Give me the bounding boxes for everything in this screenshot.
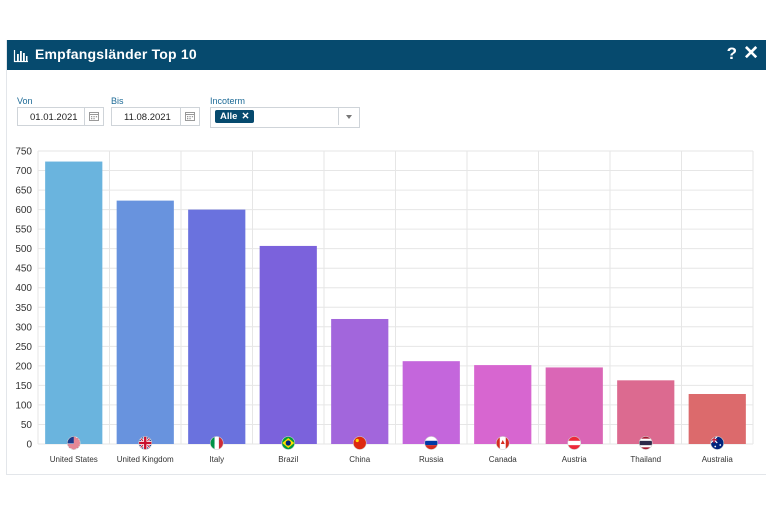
bar[interactable] [188, 209, 246, 444]
it-flag-icon [209, 436, 224, 450]
cn-flag-icon [352, 436, 367, 450]
calendar-icon [89, 112, 99, 121]
x-tick-label: Austria [562, 455, 587, 464]
y-tick-label: 400 [15, 283, 32, 294]
to-date-picker-button[interactable] [180, 108, 199, 125]
from-date-field[interactable]: 01.01.2021 [17, 107, 104, 126]
bar[interactable] [45, 161, 103, 444]
us-flag-icon [66, 436, 81, 450]
y-tick-label: 600 [15, 205, 32, 216]
y-tick-label: 450 [15, 264, 32, 275]
y-tick-label: 0 [26, 440, 32, 451]
bar-chart-icon [13, 50, 28, 63]
widget-title: Empfangsländer Top 10 [35, 46, 197, 62]
y-tick-label: 100 [15, 400, 32, 411]
br-flag-icon [281, 436, 296, 450]
bar[interactable] [688, 393, 746, 444]
y-tick-label: 700 [15, 166, 32, 177]
bar[interactable] [545, 367, 603, 444]
incoterm-chip[interactable]: Alle ✕ [215, 110, 255, 123]
title-bar: Empfangsländer Top 10 ? ✕ [7, 40, 766, 70]
y-tick-label: 750 [15, 147, 32, 158]
ru-flag-icon [424, 436, 439, 450]
th-flag-icon [638, 436, 653, 450]
bar[interactable] [617, 380, 675, 444]
incoterm-chip-label: Alle [220, 111, 238, 122]
y-tick-label: 150 [15, 381, 32, 392]
bar[interactable] [331, 318, 389, 444]
ca-flag-icon [495, 436, 510, 450]
x-tick-label: Australia [702, 455, 734, 464]
at-flag-icon [567, 436, 582, 450]
x-tick-label: United States [50, 455, 98, 464]
y-tick-label: 200 [15, 361, 32, 372]
help-button[interactable]: ? [726, 44, 737, 63]
widget-panel: Empfangsländer Top 10 ? ✕ Von 01.01.2021… [6, 40, 766, 475]
au-flag-icon [710, 436, 725, 450]
incoterm-select[interactable]: Alle ✕ [210, 107, 360, 128]
y-tick-label: 650 [15, 186, 32, 197]
x-tick-label: Italy [209, 455, 224, 464]
y-tick-label: 250 [15, 342, 32, 353]
y-tick-label: 350 [15, 303, 32, 314]
chevron-down-icon[interactable] [338, 108, 359, 125]
x-tick-label: Russia [419, 455, 444, 464]
from-date-label: Von [17, 96, 33, 106]
y-tick-label: 300 [15, 322, 32, 333]
to-date-value: 11.08.2021 [124, 112, 171, 123]
from-date-value: 01.01.2021 [30, 112, 78, 123]
bar[interactable] [402, 361, 460, 444]
bar[interactable] [259, 245, 317, 444]
x-tick-label: Thailand [630, 455, 661, 464]
close-button[interactable]: ✕ [743, 43, 759, 64]
to-date-label: Bis [111, 96, 124, 106]
gb-flag-icon [138, 436, 153, 450]
x-tick-label: United Kingdom [117, 455, 174, 464]
bar[interactable] [116, 200, 174, 444]
incoterm-label: Incoterm [210, 96, 246, 106]
x-tick-label: Canada [489, 455, 518, 464]
bar-chart: 0 50 100 150 200 250 300 350 400 450 500 550 600 650 7… [15, 147, 754, 464]
calendar-icon [185, 112, 195, 121]
y-tick-label: 550 [15, 225, 32, 236]
chip-remove-icon[interactable]: ✕ [241, 111, 250, 122]
y-tick-label: 50 [21, 420, 33, 431]
y-tick-label: 500 [15, 244, 32, 255]
x-tick-label: Brazil [278, 455, 298, 464]
to-date-field[interactable]: 11.08.2021 [111, 107, 200, 126]
x-tick-label: China [349, 455, 370, 464]
from-date-picker-button[interactable] [84, 108, 103, 125]
bar[interactable] [474, 365, 532, 444]
